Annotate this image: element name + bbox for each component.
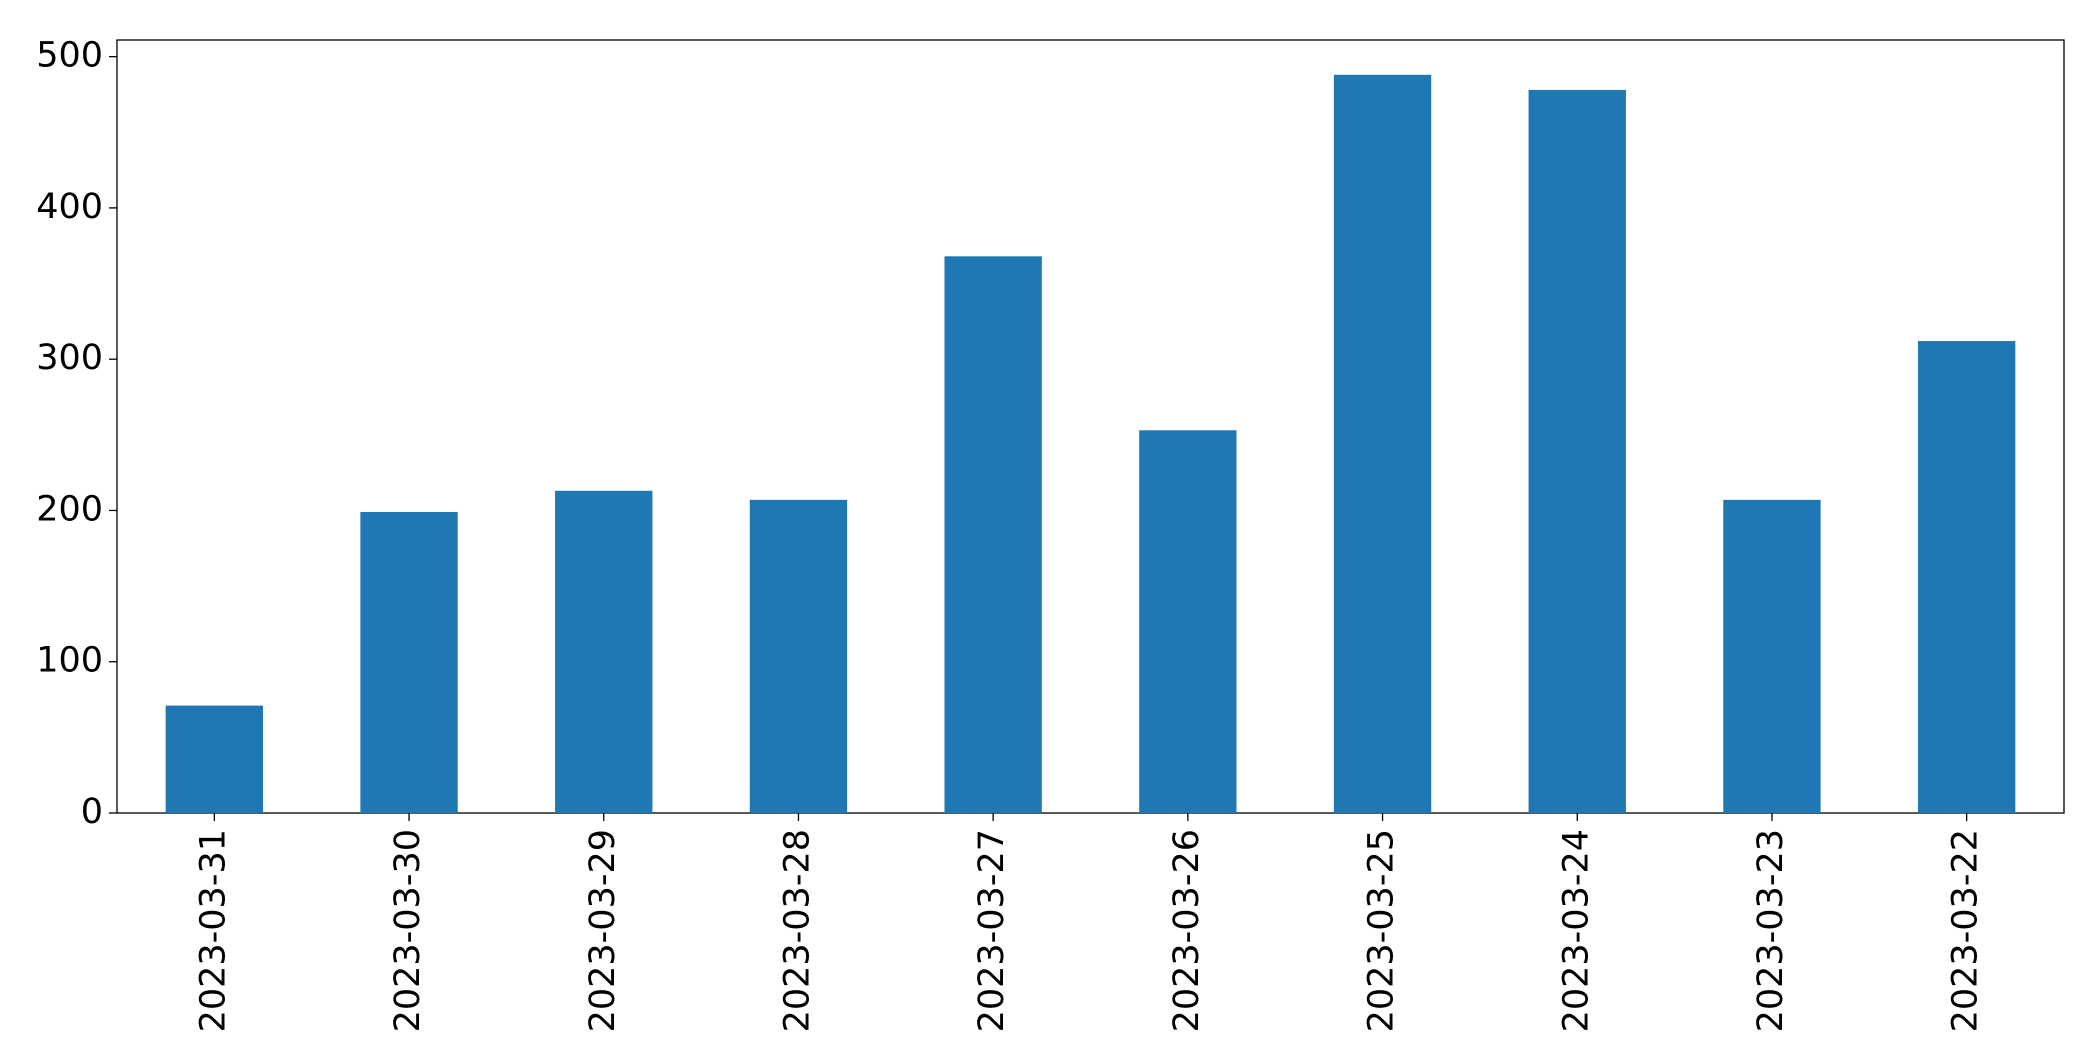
bar: [1723, 499, 1821, 813]
y-tick-label: 100: [36, 641, 103, 681]
plot-frame: [116, 39, 2065, 814]
bar: [360, 511, 458, 813]
y-tick-label: 200: [36, 489, 103, 529]
x-tick-label: 2023-03-28: [777, 829, 817, 1032]
x-tick-label: 2023-03-29: [583, 829, 623, 1032]
bar: [1333, 74, 1432, 814]
bar: [749, 499, 848, 813]
x-tick-label: 2023-03-30: [388, 829, 428, 1032]
bar: [555, 490, 653, 813]
x-tick-label: 2023-03-31: [193, 829, 233, 1032]
bar: [944, 256, 1042, 813]
y-tick-label: 0: [81, 792, 103, 832]
bar: [1917, 341, 2016, 813]
bar: [1139, 430, 1237, 813]
y-tick-label: 500: [36, 36, 103, 76]
x-tick-label: 2023-03-22: [1946, 829, 1986, 1032]
x-tick-label: 2023-03-27: [972, 829, 1012, 1032]
x-tick-label: 2023-03-23: [1751, 829, 1791, 1032]
bar: [165, 705, 264, 813]
x-tick-label: 2023-03-26: [1167, 829, 1207, 1032]
y-tick-label: 400: [36, 187, 103, 227]
x-tick-label: 2023-03-25: [1362, 829, 1402, 1032]
bar: [1528, 89, 1626, 814]
x-tick-label: 2023-03-24: [1556, 829, 1596, 1032]
y-tick-label: 300: [36, 338, 103, 378]
